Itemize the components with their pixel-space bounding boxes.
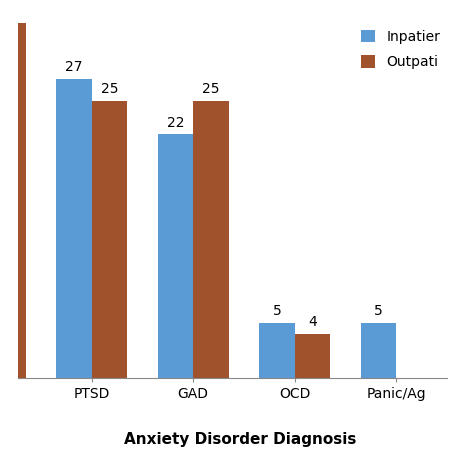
Bar <box>361 323 396 378</box>
Text: 22: 22 <box>167 116 184 130</box>
Text: 25: 25 <box>202 82 220 96</box>
Text: 25: 25 <box>100 82 118 96</box>
Bar <box>0 0 25 378</box>
Bar <box>158 134 193 378</box>
Text: 5: 5 <box>374 304 383 318</box>
Text: Anxiety Disorder Diagnosis: Anxiety Disorder Diagnosis <box>124 432 356 447</box>
Bar <box>259 323 295 378</box>
Text: 5: 5 <box>272 304 281 318</box>
Text: 4: 4 <box>308 315 317 329</box>
Bar <box>193 100 229 378</box>
Legend: Inpatier, Outpati: Inpatier, Outpati <box>361 30 440 69</box>
Bar <box>56 78 92 378</box>
Text: 27: 27 <box>65 60 83 74</box>
Bar <box>295 334 331 378</box>
Bar <box>92 100 127 378</box>
